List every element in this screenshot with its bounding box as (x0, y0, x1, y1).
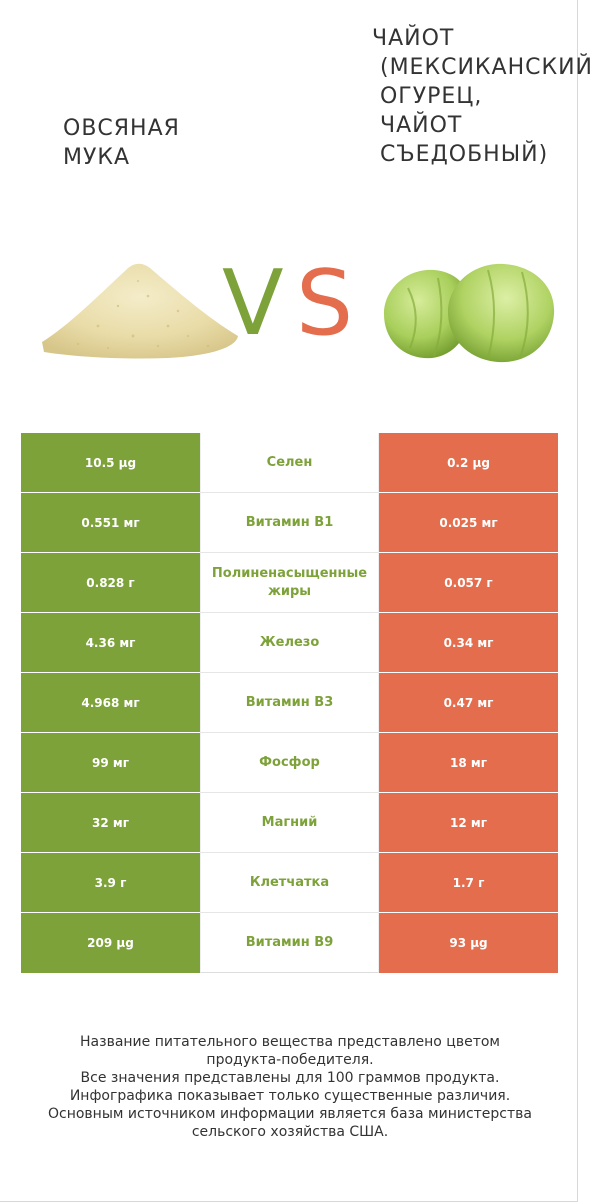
nutrient-label: Клетчатка (249, 874, 330, 890)
right-value: 18 мг (379, 733, 558, 793)
nutrient-name: Магний (200, 793, 379, 853)
table-row: 10.5 µg Селен 0.2 µg (21, 433, 558, 493)
right-food-title: Чайот (мексиканский огурец, чайот съедоб… (372, 26, 594, 167)
left-value: 0.551 мг (21, 493, 200, 553)
left-value: 32 мг (21, 793, 200, 853)
right-value: 1.7 г (379, 853, 558, 913)
right-value: 93 µg (379, 913, 558, 973)
nutrient-label: Витамин B1 (245, 514, 334, 530)
oat-flour-image (42, 263, 238, 359)
left-value: 3.9 г (21, 853, 200, 913)
table-row: 4.968 мг Витамин B3 0.47 мг (21, 673, 558, 733)
nutrient-name: Полиненасыщенные жиры (200, 553, 379, 613)
nutrient-comparison-table: 10.5 µg Селен 0.2 µg 0.551 мг Витамин B1… (21, 433, 558, 973)
footer-line: продукта-победителя. (206, 1052, 374, 1068)
nutrient-label: Селен (266, 454, 313, 470)
table-row: 0.551 мг Витамин B1 0.025 мг (21, 493, 558, 553)
left-value: 99 мг (21, 733, 200, 793)
footer-line: Инфографика показывает только существенн… (69, 1088, 511, 1104)
table-row: 3.9 г Клетчатка 1.7 г (21, 853, 558, 913)
nutrient-name: Витамин B1 (200, 493, 379, 553)
vs-s-letter: S (296, 251, 354, 356)
table-row: 32 мг Магний 12 мг (21, 793, 558, 853)
nutrient-label: Витамин B3 (245, 694, 334, 710)
footer-line: Название питательного вещества представл… (80, 1034, 500, 1050)
footer-note: Название питательного вещества представл… (20, 1033, 560, 1141)
footer-line: Основным источником информации является … (48, 1106, 532, 1122)
table-row: 209 µg Витамин B9 93 µg (21, 913, 558, 973)
table-row: 99 мг Фосфор 18 мг (21, 733, 558, 793)
left-food-title: Овсяная мука (63, 116, 180, 170)
chayote-image (384, 263, 555, 363)
nutrient-name: Клетчатка (200, 853, 379, 913)
left-value: 0.828 г (21, 553, 200, 613)
left-value: 10.5 µg (21, 433, 200, 493)
nutrient-name: Селен (200, 433, 379, 493)
vs-v-letter: V (222, 251, 284, 356)
nutrient-label: Фосфор (259, 754, 320, 770)
nutrient-name: Фосфор (200, 733, 379, 793)
nutrient-label: Магний (261, 814, 318, 830)
nutrient-label: Витамин B9 (245, 934, 334, 950)
left-value: 4.968 мг (21, 673, 200, 733)
footer-line: сельского хозяйства США. (191, 1124, 389, 1140)
right-value: 0.2 µg (379, 433, 558, 493)
right-value: 0.025 мг (379, 493, 558, 553)
nutrient-label: Железо (259, 634, 320, 650)
footer-line: Все значения представлены для 100 граммо… (80, 1070, 500, 1086)
nutrient-label: Полиненасыщенные жиры (211, 565, 368, 599)
left-value: 4.36 мг (21, 613, 200, 673)
nutrient-name: Витамин B3 (200, 673, 379, 733)
infographic-frame (0, 0, 578, 1202)
table-row: 4.36 мг Железо 0.34 мг (21, 613, 558, 673)
right-value: 0.057 г (379, 553, 558, 613)
right-value: 0.34 мг (379, 613, 558, 673)
left-value: 209 µg (21, 913, 200, 973)
right-value: 12 мг (379, 793, 558, 853)
nutrient-name: Железо (200, 613, 379, 673)
nutrient-name: Витамин B9 (200, 913, 379, 973)
table-row: 0.828 г Полиненасыщенные жиры 0.057 г (21, 553, 558, 613)
right-value: 0.47 мг (379, 673, 558, 733)
